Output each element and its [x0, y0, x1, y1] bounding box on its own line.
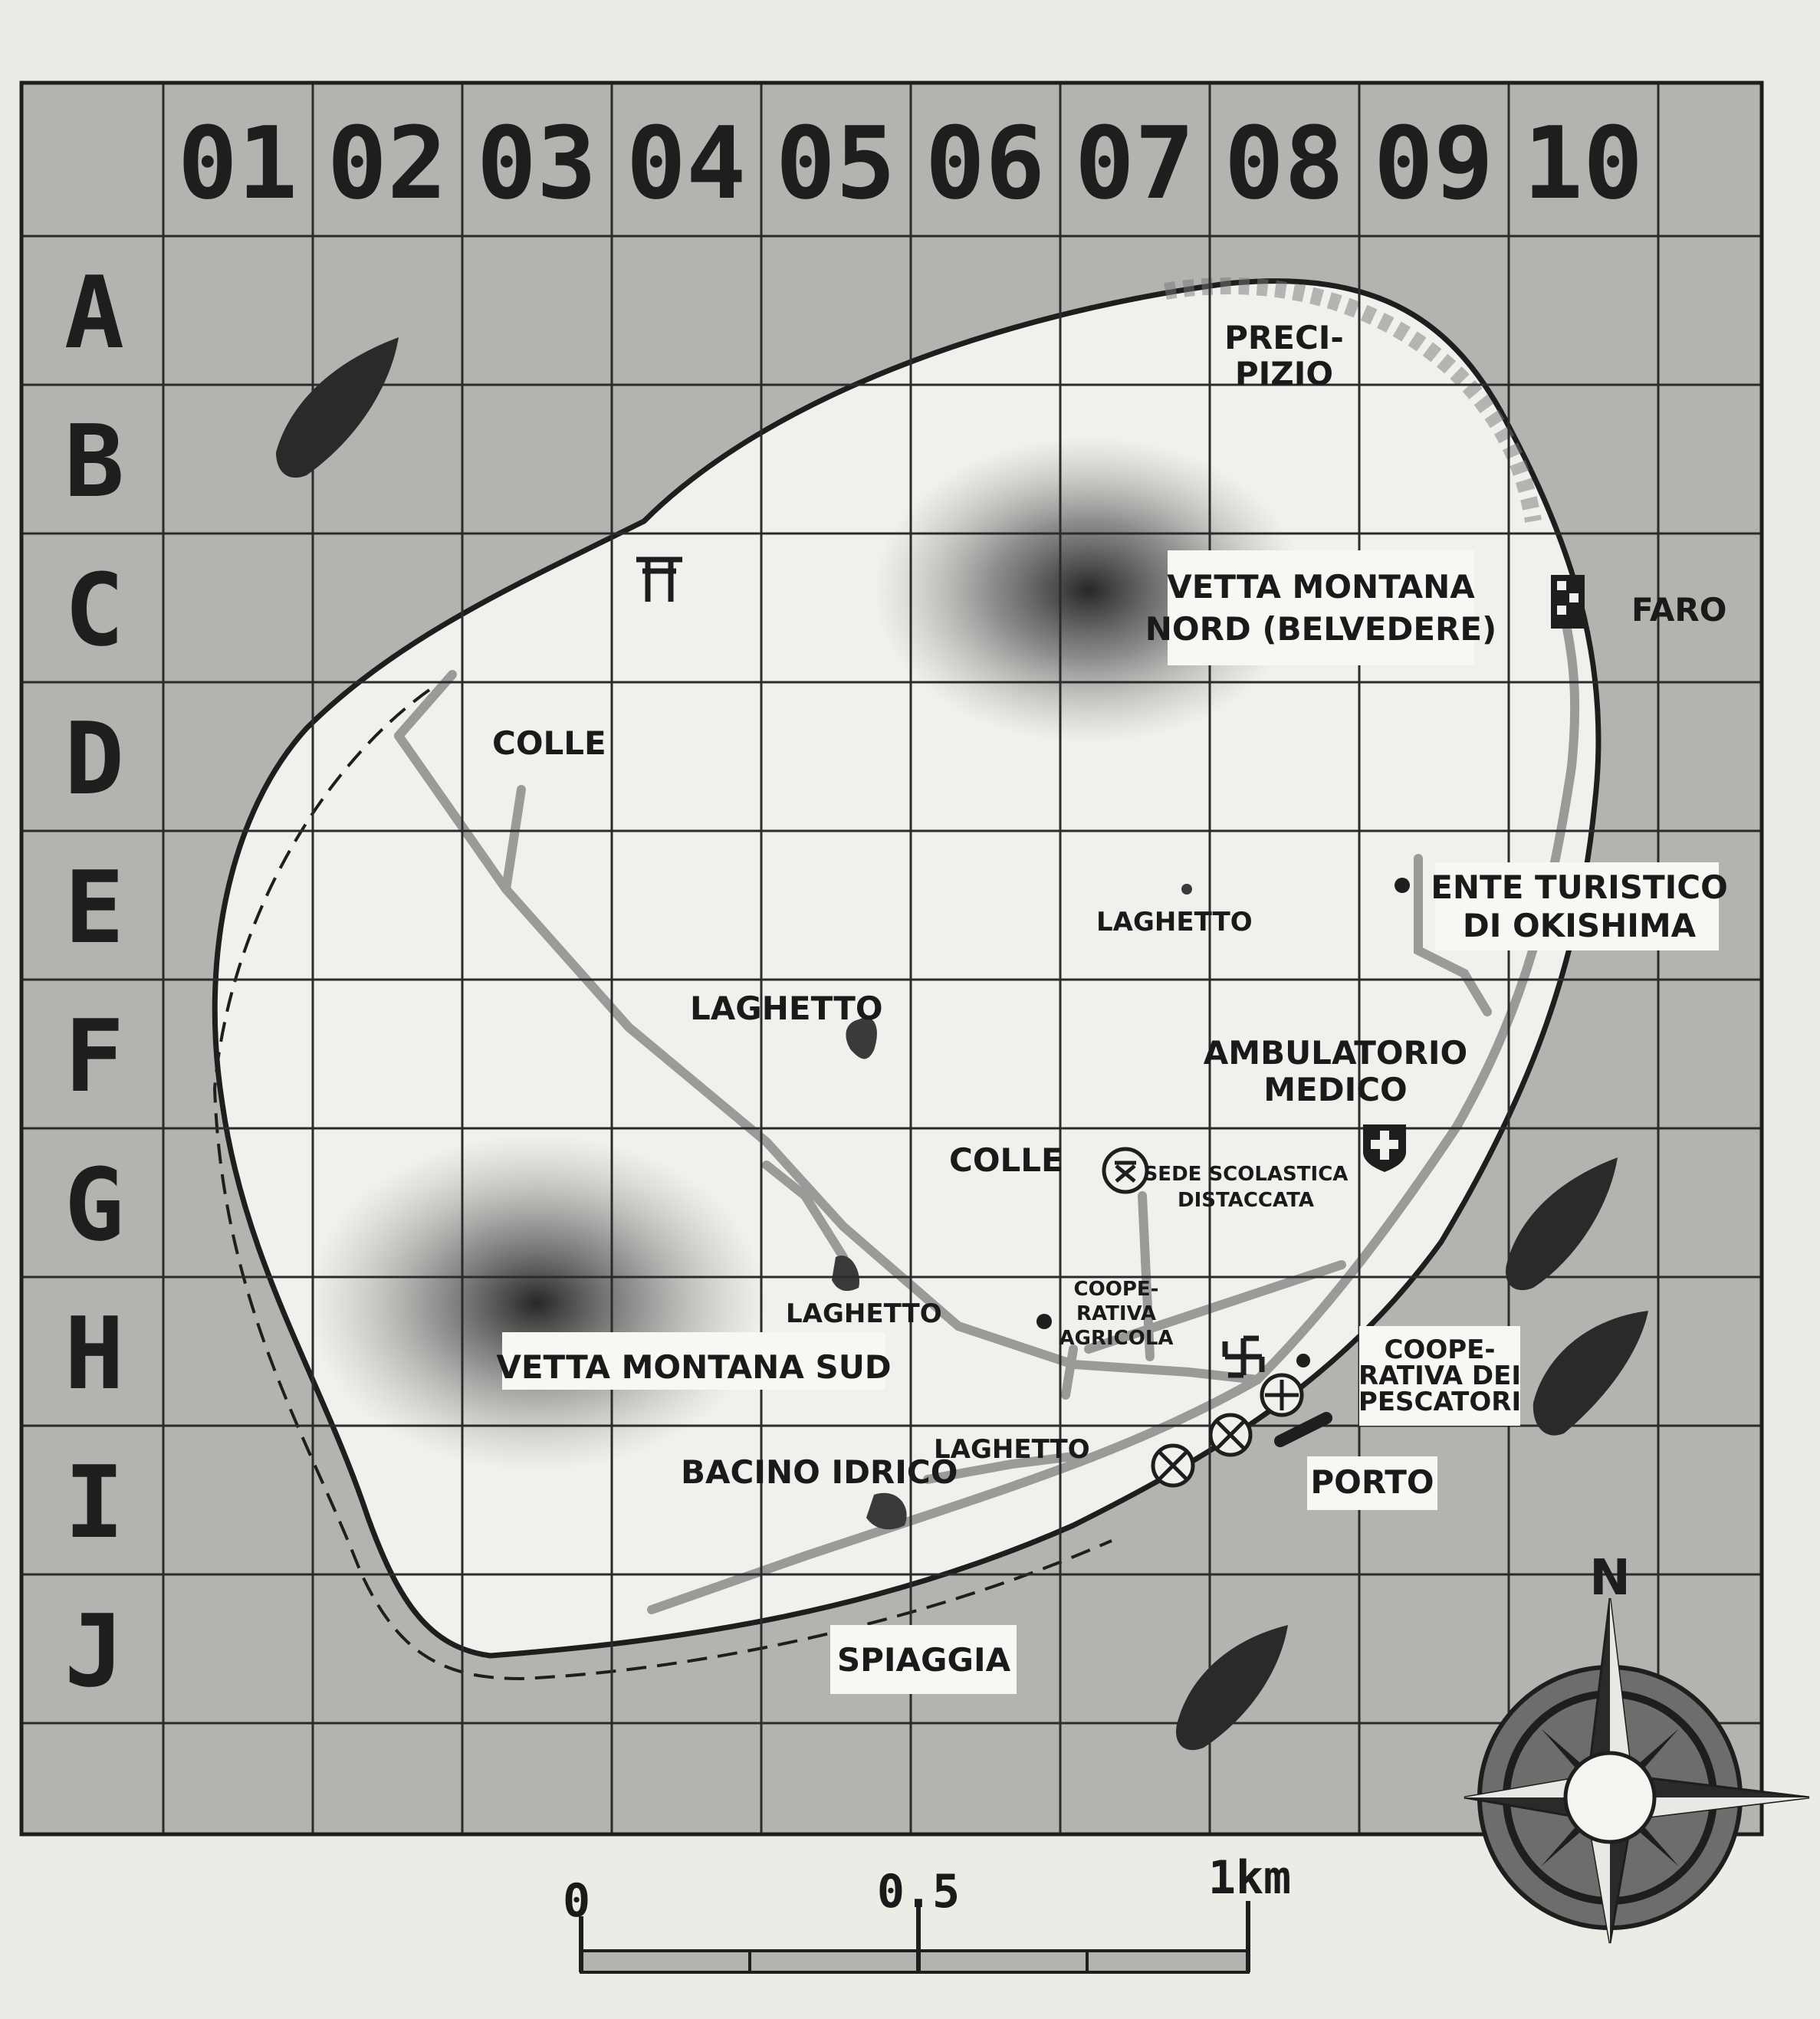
lake-e — [1181, 884, 1192, 895]
label-sede-scolastica: DISTACCATA — [1178, 1189, 1314, 1212]
column-header-04: 04 — [626, 105, 747, 222]
label-precipizio: PRECI- — [1224, 319, 1344, 356]
column-header-02: 02 — [327, 105, 448, 222]
scale-zero: 0 — [563, 1874, 590, 1928]
row-header-D: D — [64, 701, 124, 817]
label-laghetto-e: LAGHETTO — [1096, 907, 1253, 937]
row-header-F: F — [64, 998, 124, 1115]
row-header-H: H — [64, 1295, 124, 1412]
column-header-05: 05 — [776, 105, 896, 222]
scale-one: 1km — [1208, 1851, 1291, 1905]
label-laghetto-h: LAGHETTO — [786, 1298, 942, 1329]
label-coop-agricola: COOPE- — [1074, 1278, 1159, 1301]
label-sede-scolastica: SEDE SCOLASTICA — [1144, 1163, 1349, 1186]
label-colle-g: COLLE — [949, 1141, 1063, 1179]
label-ambulatorio: AMBULATORIO — [1204, 1034, 1467, 1072]
label-bacino-idrico: BACINO IDRICO — [681, 1453, 958, 1491]
row-header-C: C — [64, 552, 124, 668]
column-header-06: 06 — [925, 105, 1046, 222]
row-header-G: G — [64, 1147, 124, 1263]
label-coop-agricola: AGRICOLA — [1059, 1327, 1173, 1350]
school-icon — [1104, 1149, 1147, 1192]
label-spiaggia: SPIAGGIA — [837, 1641, 1011, 1679]
label-laghetto-f: LAGHETTO — [690, 990, 883, 1027]
label-vetta-nord: NORD (BELVEDERE) — [1145, 610, 1497, 648]
column-header-07: 07 — [1075, 105, 1195, 222]
label-coop-agricola: RATIVA — [1076, 1302, 1156, 1325]
label-vetta-sud: VETTA MONTANA SUD — [496, 1348, 891, 1386]
label-ente-turistico: ENTE TURISTICO — [1431, 868, 1728, 906]
label-ambulatorio: MEDICO — [1263, 1071, 1408, 1108]
column-header-01: 01 — [178, 105, 298, 222]
label-ente-turistico: DI OKISHIMA — [1463, 907, 1697, 944]
label-vetta-nord: VETTA MONTANA — [1167, 568, 1475, 606]
label-porto: PORTO — [1310, 1463, 1434, 1501]
label-precipizio: PIZIO — [1235, 355, 1333, 392]
row-header-J: J — [64, 1593, 124, 1709]
row-header-E: E — [64, 849, 124, 966]
row-header-A: A — [64, 254, 124, 371]
column-header-10: 10 — [1523, 105, 1644, 222]
label-faro: FARO — [1631, 591, 1726, 629]
column-header-09: 09 — [1374, 105, 1494, 222]
row-header-I: I — [64, 1444, 124, 1561]
lighthouse-icon — [1551, 575, 1585, 629]
column-header-08: 08 — [1224, 105, 1345, 222]
label-coop-pescatori: PESCATORI — [1358, 1387, 1521, 1417]
label-colle-nw: COLLE — [492, 724, 606, 762]
column-header-03: 03 — [477, 105, 597, 222]
row-header-B: B — [64, 403, 124, 520]
scale-half: 0.5 — [877, 1865, 960, 1919]
